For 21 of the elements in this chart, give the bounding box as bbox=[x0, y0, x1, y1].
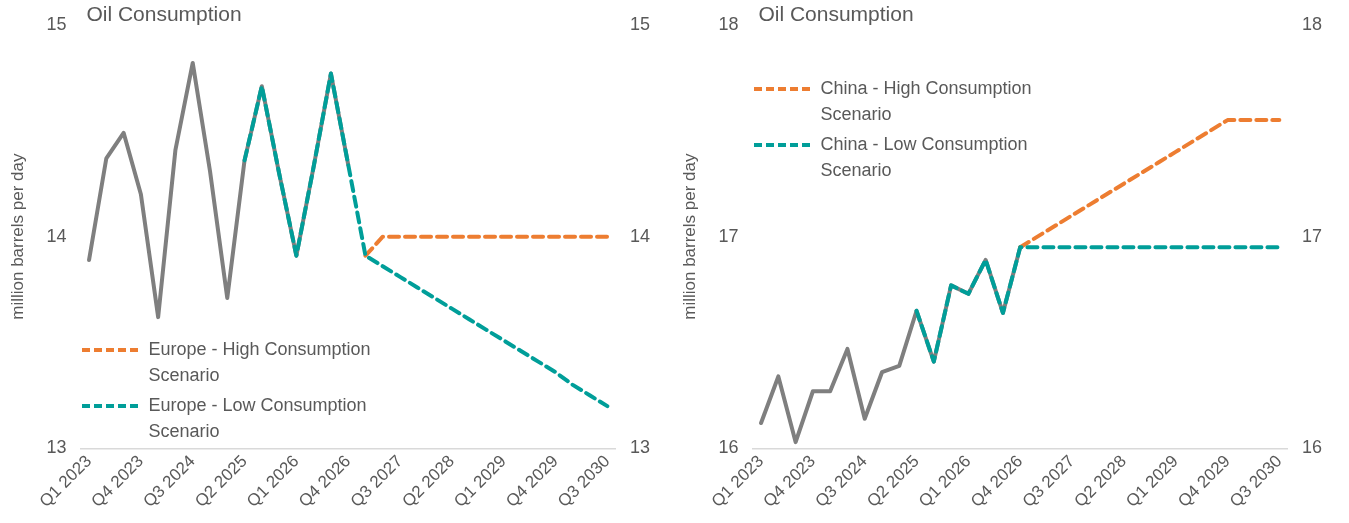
y-axis-title: million barrels per day bbox=[7, 152, 27, 320]
y-tick-label: 17 bbox=[718, 225, 739, 246]
y-tick-label: 14 bbox=[46, 225, 67, 246]
y2-tick-label: 17 bbox=[1301, 225, 1323, 246]
y2-tick-label: 13 bbox=[629, 437, 651, 458]
y2-tick-label: 14 bbox=[629, 225, 651, 246]
chart-title: Oil Consumption bbox=[86, 2, 242, 26]
y-axis-title: million barrels per day bbox=[679, 152, 699, 320]
chart-title: Oil Consumption bbox=[758, 2, 914, 26]
y-tick-label: 15 bbox=[46, 13, 67, 34]
y2-tick-label: 15 bbox=[629, 13, 651, 34]
legend-label: China - High Consumption Scenario bbox=[820, 76, 1033, 126]
legend-label: Europe - Low Consumption Scenario bbox=[148, 394, 368, 444]
y-tick-label: 13 bbox=[46, 437, 67, 458]
y-tick-label: 18 bbox=[718, 13, 739, 34]
y2-tick-label: 16 bbox=[1301, 437, 1323, 458]
line-series bbox=[914, 245, 1282, 364]
legend-label: Europe - High Consumption Scenario bbox=[148, 338, 372, 388]
legend-label: China - Low Consumption Scenario bbox=[820, 132, 1029, 182]
y2-tick-label: 18 bbox=[1301, 13, 1323, 34]
y-tick-label: 16 bbox=[718, 437, 739, 458]
